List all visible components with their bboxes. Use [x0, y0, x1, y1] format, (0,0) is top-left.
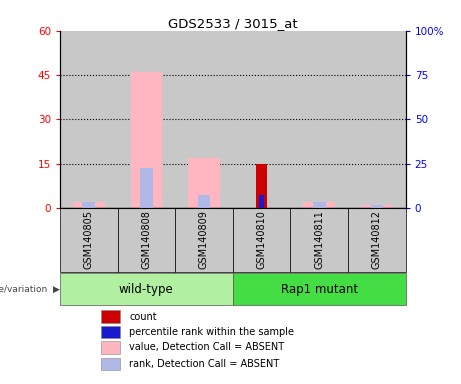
Text: GSM140812: GSM140812 [372, 210, 382, 270]
Text: value, Detection Call = ABSENT: value, Detection Call = ABSENT [129, 342, 284, 352]
Bar [313, 202, 325, 208]
Text: percentile rank within the sample: percentile rank within the sample [129, 327, 294, 337]
Text: GSM140811: GSM140811 [314, 210, 324, 270]
Text: wild-type: wild-type [119, 283, 174, 296]
Text: GSM140809: GSM140809 [199, 210, 209, 270]
Text: GSM140810: GSM140810 [257, 210, 266, 270]
Bar [101, 310, 120, 323]
Text: GSM140805: GSM140805 [84, 210, 94, 270]
Bar [233, 273, 406, 305]
Bar [101, 358, 120, 370]
Bar [101, 326, 120, 338]
Bar [233, 208, 290, 272]
Bar [60, 208, 118, 272]
Bar [83, 202, 95, 208]
Bar [198, 195, 210, 208]
Text: Rap1 mutant: Rap1 mutant [281, 283, 358, 296]
Text: rank, Detection Call = ABSENT: rank, Detection Call = ABSENT [129, 359, 279, 369]
Bar [256, 164, 267, 208]
Text: count: count [129, 311, 157, 322]
Bar [233, 31, 290, 208]
Bar [60, 273, 233, 305]
Bar [175, 31, 233, 208]
Bar [130, 72, 162, 208]
Title: GDS2533 / 3015_at: GDS2533 / 3015_at [168, 17, 298, 30]
Bar [259, 195, 265, 208]
Bar [118, 208, 175, 272]
Bar [101, 341, 120, 354]
Bar [73, 202, 105, 208]
Bar [371, 205, 383, 208]
Text: genotype/variation  ▶: genotype/variation ▶ [0, 285, 60, 294]
Bar [290, 31, 348, 208]
Bar [188, 158, 220, 208]
Bar [175, 208, 233, 272]
Bar [361, 205, 393, 208]
Text: GSM140808: GSM140808 [142, 210, 151, 270]
Bar [118, 31, 175, 208]
Bar [348, 31, 406, 208]
Bar [140, 168, 153, 208]
Bar [60, 31, 118, 208]
Bar [290, 208, 348, 272]
Bar [348, 208, 406, 272]
Bar [303, 202, 335, 208]
